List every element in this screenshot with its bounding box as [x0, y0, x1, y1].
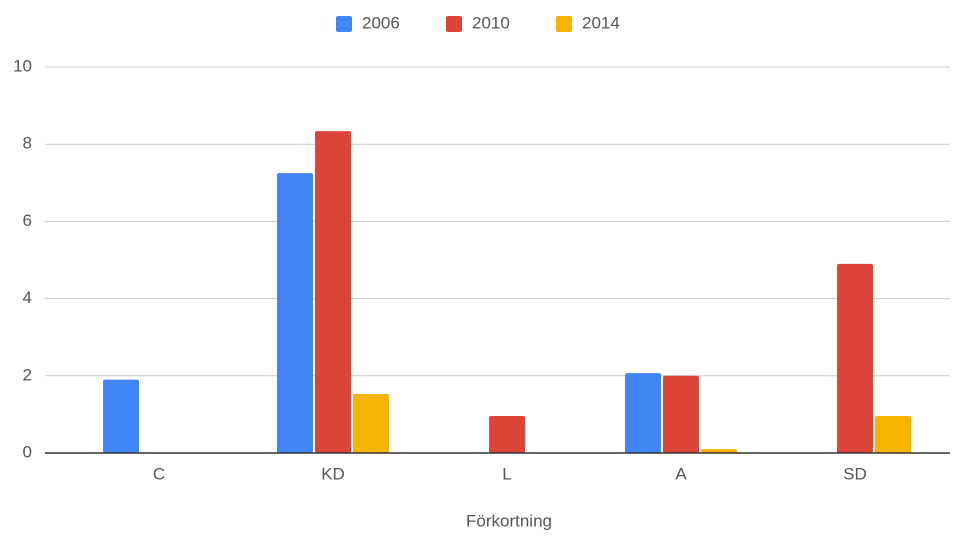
bar — [875, 415, 911, 453]
x-tick-label: C — [153, 464, 165, 483]
bar — [701, 449, 737, 453]
x-tick-label: KD — [321, 464, 345, 483]
bar — [489, 415, 525, 453]
y-tick-label: 0 — [23, 442, 32, 461]
bar — [103, 379, 139, 453]
y-tick-label: 8 — [23, 134, 32, 153]
legend-swatch — [556, 16, 572, 32]
legend-label: 2006 — [362, 13, 400, 32]
x-tick-label: A — [675, 464, 687, 483]
y-tick-label: 4 — [23, 288, 32, 307]
bar — [837, 263, 873, 453]
bar — [625, 373, 661, 453]
bar — [353, 393, 389, 453]
y-tick-label: 10 — [13, 56, 32, 75]
x-axis-label: Förkortning — [466, 511, 552, 530]
y-tick-label: 6 — [23, 211, 32, 230]
legend-label: 2010 — [472, 13, 510, 32]
bar — [277, 173, 313, 453]
y-tick-label: 2 — [23, 365, 32, 384]
legend-label: 2014 — [582, 13, 620, 32]
x-tick-label: SD — [843, 464, 867, 483]
bar — [315, 131, 351, 454]
x-tick-label: L — [502, 464, 511, 483]
bar — [663, 375, 699, 453]
legend-swatch — [336, 16, 352, 32]
legend-swatch — [446, 16, 462, 32]
